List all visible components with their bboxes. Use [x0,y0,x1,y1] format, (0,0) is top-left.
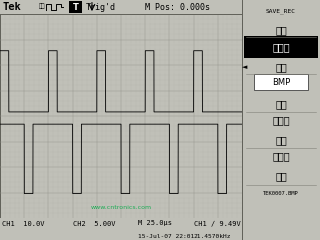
Text: 存图像: 存图像 [272,42,290,52]
Text: SAVE_REC: SAVE_REC [266,8,296,14]
Text: 选择: 选择 [275,135,287,145]
Text: 格式: 格式 [275,62,287,72]
Text: 关于: 关于 [275,99,287,109]
Text: www.cntronics.com: www.cntronics.com [91,205,152,210]
Text: ◄: ◄ [242,64,247,70]
Text: CH2  5.00V: CH2 5.00V [73,221,115,227]
Text: M 25.0μs: M 25.0μs [138,221,172,227]
Text: CH1 ∕ 9.49V: CH1 ∕ 9.49V [194,221,240,227]
Text: T: T [73,2,78,12]
Text: 储存: 储存 [275,171,287,181]
Text: M Pos: 0.000s: M Pos: 0.000s [145,2,210,12]
Text: 21.4570kHz: 21.4570kHz [194,234,231,239]
Text: Tek: Tek [3,2,21,12]
Text: TEK0007.BMP: TEK0007.BMP [263,191,299,196]
Bar [244,36,318,58]
Text: ⎺⎺: ⎺⎺ [39,4,45,9]
Bar [69,1,82,12]
Text: Trig'd: Trig'd [86,2,116,12]
Text: 15-Jul-07 22:01: 15-Jul-07 22:01 [138,234,194,239]
Text: BMP: BMP [272,78,290,87]
Text: 文件夹: 文件夹 [272,151,290,161]
Text: 动作: 动作 [275,25,287,35]
Bar [254,74,308,90]
Text: 存图像: 存图像 [272,115,290,125]
Text: CH1  10.0V: CH1 10.0V [3,221,45,227]
